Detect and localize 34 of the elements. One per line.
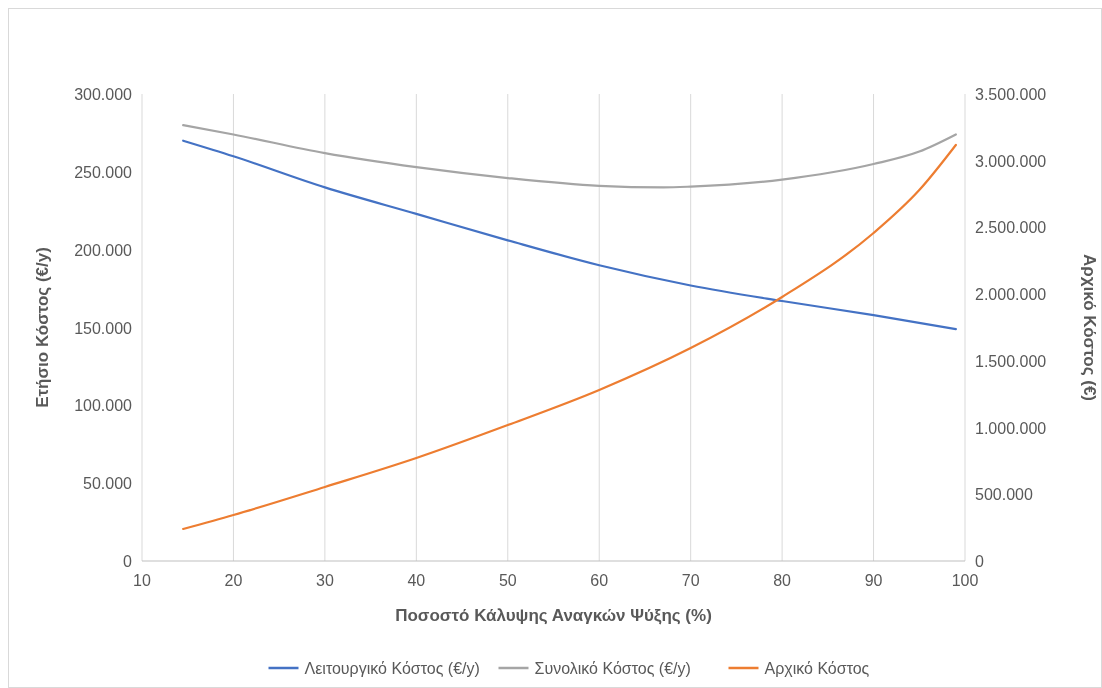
line-series: [182, 139, 957, 331]
y2-tick-label: 0: [975, 553, 984, 570]
x-tick-label: 90: [864, 572, 883, 589]
y-tick-label: 50.000: [83, 475, 133, 493]
y-axis-title: Ετήσιο Κόστος (€/y): [33, 247, 52, 408]
x-tick-label: 50: [498, 572, 517, 589]
y2-tick-label: 3.000.000: [975, 152, 1047, 170]
y-tick-label: 250.000: [74, 163, 133, 181]
y2-tick-label: 500.000: [975, 486, 1033, 504]
x-tick-label: 80: [773, 572, 792, 589]
y2-tick-label: 1.500.000: [975, 352, 1047, 370]
x-tick-label: 30: [315, 572, 334, 589]
x-tick-label: 20: [224, 572, 243, 589]
y2-tick-label: 2.500.000: [975, 219, 1047, 237]
y-tick-label: 100.000: [74, 397, 133, 415]
legend-label: Αρχικό Κόστος: [764, 660, 870, 677]
y-tick-label: 0: [123, 553, 133, 570]
y-tick-label: 150.000: [74, 319, 133, 337]
y-tick-label: 200.000: [74, 241, 133, 259]
x-tick-label: 10: [133, 572, 151, 589]
x-tick-label: 40: [407, 572, 426, 589]
x-tick-label: 100: [951, 572, 979, 589]
y2-tick-label: 3.500.000: [975, 86, 1047, 103]
line-series: [182, 143, 957, 531]
line-series: [182, 124, 957, 189]
x-tick-label: 60: [590, 572, 609, 589]
legend-label: Λειτουργικό Κόστος (€/y): [304, 660, 480, 677]
y2-tick-label: 2.000.000: [975, 286, 1047, 304]
legend-label: Συνολικό Κόστος (€/y): [534, 660, 691, 677]
y2-tick-label: 1.000.000: [975, 419, 1047, 437]
y-tick-label: 300.000: [74, 86, 133, 103]
y2-axis-title: Αρχικό Κόστος (€): [1080, 253, 1099, 402]
x-axis-title: Ποσοστό Κάλυψης Αναγκών Ψύξης (%): [395, 606, 712, 625]
x-tick-label: 70: [681, 572, 700, 589]
